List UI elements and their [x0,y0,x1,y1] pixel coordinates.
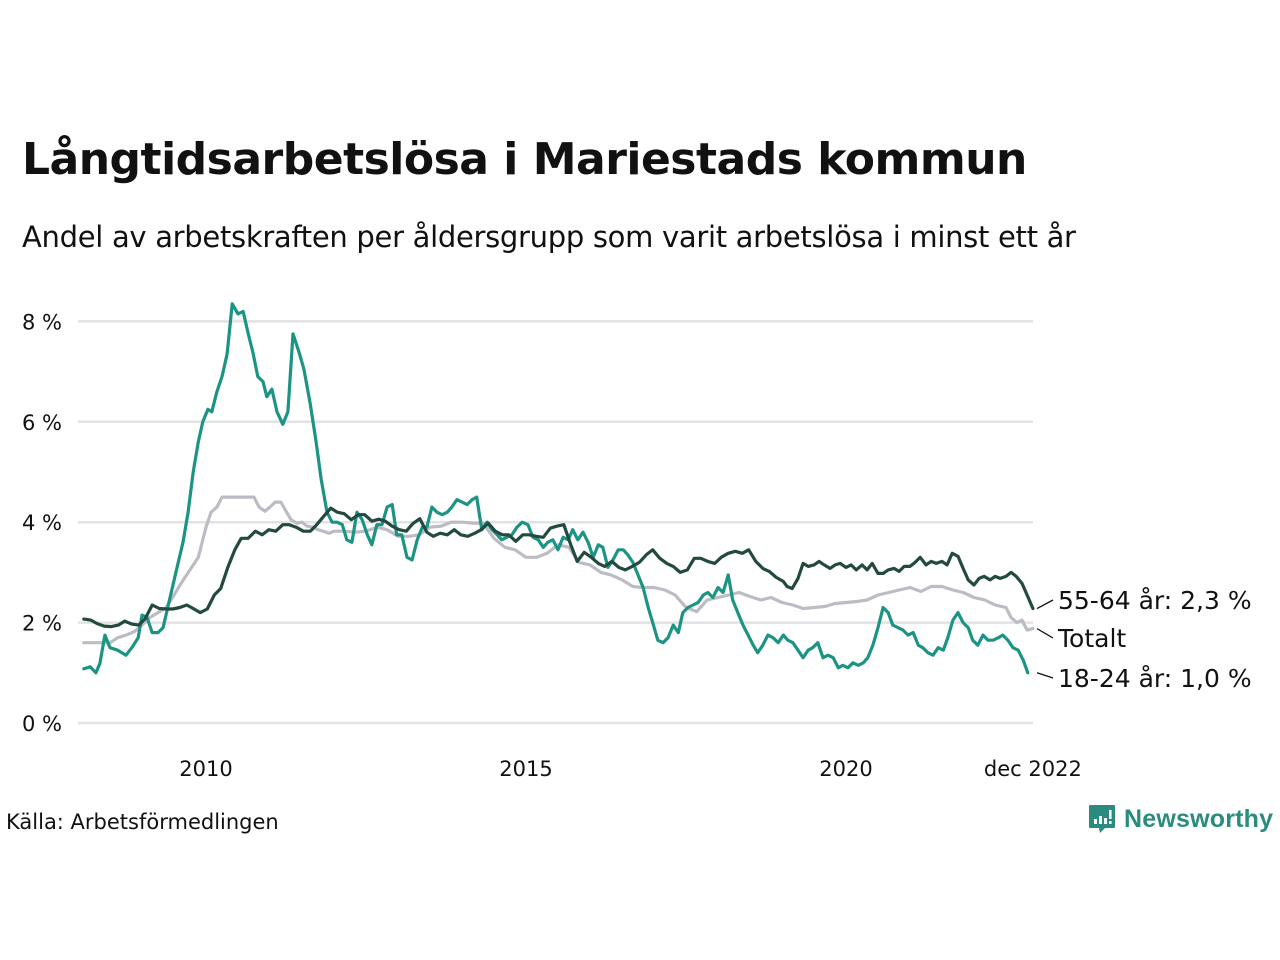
y-axis-ticks: 0 % 2 % 4 % 6 % 8 % [22,310,62,736]
x-tick-label: 2020 [819,757,872,781]
label-leader-line [1036,599,1054,610]
y-tick-label: 8 % [22,310,62,334]
line-chart: 0 % 2 % 4 % 6 % 8 % 2010 2015 2020 dec 2022 55-… [22,302,1252,781]
series-end-labels: 55-64 år: 2,3 % Totalt 18-24 år: 1,0 % [1036,586,1252,693]
series-line-totalt [82,495,1035,645]
y-tick-label: 6 % [22,411,62,435]
series-lines [82,302,1035,675]
x-tick-label: 2010 [179,757,232,781]
y-tick-label: 4 % [22,511,62,535]
chart-title: Långtidsarbetslösa i Mariestads kommun [22,134,1027,185]
chart-subtitle: Andel av arbetskraften per åldersgrupp s… [22,220,1076,254]
y-tick-label: 0 % [22,712,62,736]
gridlines [78,320,1033,725]
y-tick-label: 2 % [22,612,62,636]
series-end-label: 18-24 år: 1,0 % [1058,664,1252,693]
chart-speech-bubble-icon [1089,805,1115,833]
series-line-18-24-r [82,302,1030,675]
x-axis-ticks: 2010 2015 2020 dec 2022 [179,757,1082,781]
x-tick-label: 2015 [499,757,552,781]
brand-name: Newsworthy [1124,804,1274,833]
series-line-55-64-r [82,506,1035,629]
source-note: Källa: Arbetsförmedlingen [6,810,279,834]
series-end-label: Totalt [1057,624,1126,653]
newsworthy-logo[interactable]: Newsworthy [1088,804,1273,834]
x-tick-label: dec 2022 [984,757,1082,781]
label-leader-line [1036,628,1054,639]
label-leader-line [1036,672,1054,679]
series-end-label: 55-64 år: 2,3 % [1058,586,1252,615]
